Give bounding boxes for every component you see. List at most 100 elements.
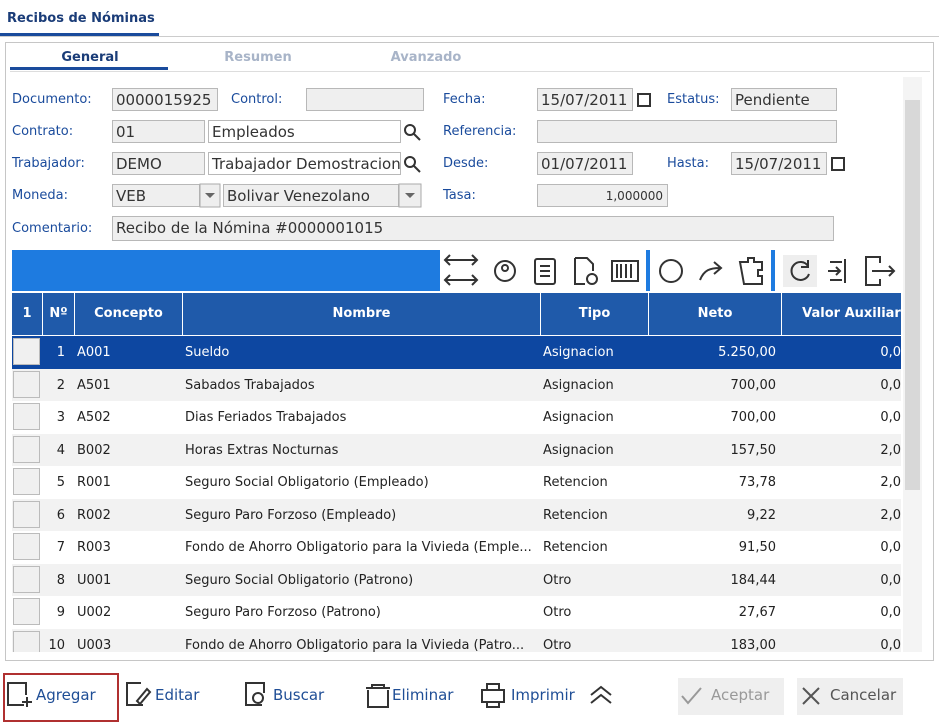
select[interactable]: Bolivar Venezolano: [223, 184, 399, 207]
cell: 0,0: [880, 410, 901, 425]
cell: Otro: [543, 637, 572, 653]
row-checkbox[interactable]: [13, 500, 40, 528]
label: Tasa:: [443, 188, 476, 203]
toolbar-icons[interactable]: [443, 254, 896, 287]
select[interactable]: VEB: [112, 184, 200, 207]
cell: Retencion: [543, 540, 608, 555]
input[interactable]: Recibo de la Nómina #0000001015: [112, 216, 834, 241]
input[interactable]: Trabajador Demostracion: [208, 152, 401, 175]
row-checkbox[interactable]: [13, 533, 40, 560]
cell: 700,00: [730, 410, 777, 425]
input[interactable]: DEMO: [112, 152, 205, 175]
cell: U003: [77, 637, 112, 653]
cell: 5.250,00: [718, 345, 776, 360]
row[interactable]: [12, 433, 901, 466]
cell: U001: [77, 572, 112, 588]
cell: 2,0: [880, 507, 901, 523]
button[interactable]: Buscar: [273, 686, 325, 704]
button[interactable]: Eliminar: [392, 686, 454, 704]
cell: 2,0: [880, 442, 901, 458]
row-checkbox[interactable]: [13, 630, 40, 652]
cell: 9,22: [747, 507, 776, 523]
button[interactable]: Agregar: [36, 686, 96, 704]
select-arrows[interactable]: [199, 183, 422, 208]
button-bg: [678, 678, 784, 715]
row[interactable]: [12, 401, 901, 434]
input[interactable]: 0000015925: [112, 88, 218, 111]
button[interactable]: Imprimir: [511, 686, 575, 704]
label: Referencia:: [443, 124, 517, 139]
label: Trabajador:: [12, 156, 85, 171]
column-header[interactable]: Neto: [649, 293, 782, 335]
row-checkbox[interactable]: [13, 403, 40, 430]
row-checkbox[interactable]: [13, 435, 40, 463]
window-tab[interactable]: Recibos de Nóminas: [7, 11, 155, 26]
input[interactable]: 1,000000: [537, 184, 668, 207]
search-icon[interactable]: [404, 124, 421, 173]
cell: Seguro Social Obligatorio (Patrono): [185, 572, 414, 588]
cell: Asignacion: [543, 345, 614, 360]
cell: Retencion: [543, 507, 608, 523]
input[interactable]: 15/07/2011: [731, 152, 827, 175]
scroll-thumb[interactable]: [905, 100, 920, 490]
cell: 7: [56, 540, 65, 555]
input[interactable]: Empleados: [208, 120, 401, 143]
cell: A502: [77, 410, 111, 425]
tab[interactable]: General: [61, 50, 119, 65]
highlight: [3, 673, 119, 722]
button[interactable]: Aceptar: [711, 686, 770, 704]
row-checkbox[interactable]: [13, 338, 40, 365]
input[interactable]: 15/07/2011: [537, 88, 633, 111]
toolbar-bar: [12, 250, 440, 291]
row-checkbox[interactable]: [13, 598, 40, 625]
column-header[interactable]: Nº: [43, 293, 75, 335]
cell: 0,0: [880, 377, 901, 393]
cell: 700,00: [730, 377, 777, 393]
column-header[interactable]: Concepto: [75, 293, 183, 335]
cell: Fondo de Ahorro Obligatorio para la Vivi…: [185, 540, 532, 555]
button[interactable]: Editar: [155, 686, 200, 704]
button[interactable]: Cancelar: [830, 686, 897, 704]
column-header[interactable]: Valor Auxiliar: [782, 293, 901, 335]
cell: Asignacion: [543, 377, 614, 393]
cell: Sabados Trabajados: [185, 377, 315, 393]
row[interactable]: [12, 466, 901, 499]
tab-underline: [10, 67, 168, 70]
input[interactable]: [306, 88, 424, 111]
input[interactable]: 01: [112, 120, 205, 143]
input[interactable]: 01/07/2011: [537, 152, 633, 175]
cell: 0,0: [880, 345, 901, 360]
tab[interactable]: Resumen: [224, 50, 292, 65]
row[interactable]: [12, 628, 901, 652]
cell: 184,44: [730, 572, 777, 588]
cell: Otro: [543, 572, 572, 588]
row[interactable]: [12, 531, 901, 564]
cell: U002: [77, 605, 112, 620]
button-bg: [797, 678, 903, 715]
calendar-icon[interactable]: [637, 93, 845, 171]
row[interactable]: [12, 336, 901, 369]
cell: 2,0: [880, 475, 901, 490]
tab[interactable]: Avanzado: [390, 50, 462, 65]
row-checkbox[interactable]: [13, 370, 40, 398]
column-header[interactable]: Tipo: [541, 293, 649, 335]
cell: 157,50: [730, 442, 777, 458]
cell: Asignacion: [543, 410, 614, 425]
cell: Retencion: [543, 475, 608, 490]
row[interactable]: [12, 563, 901, 596]
row-checkbox[interactable]: [13, 565, 40, 593]
cell: 2: [56, 377, 65, 393]
column-header[interactable]: Nombre: [183, 293, 541, 335]
label: Fecha:: [443, 92, 486, 107]
row[interactable]: [12, 596, 901, 629]
row[interactable]: [12, 498, 901, 531]
cell: 183,00: [730, 637, 777, 653]
input[interactable]: Pendiente: [731, 88, 837, 111]
row[interactable]: [12, 368, 901, 401]
input[interactable]: [537, 120, 837, 143]
label: Control:: [231, 92, 283, 107]
row-checkbox[interactable]: [13, 468, 40, 495]
check-icon: [681, 687, 702, 705]
column-header[interactable]: 1: [12, 293, 43, 335]
